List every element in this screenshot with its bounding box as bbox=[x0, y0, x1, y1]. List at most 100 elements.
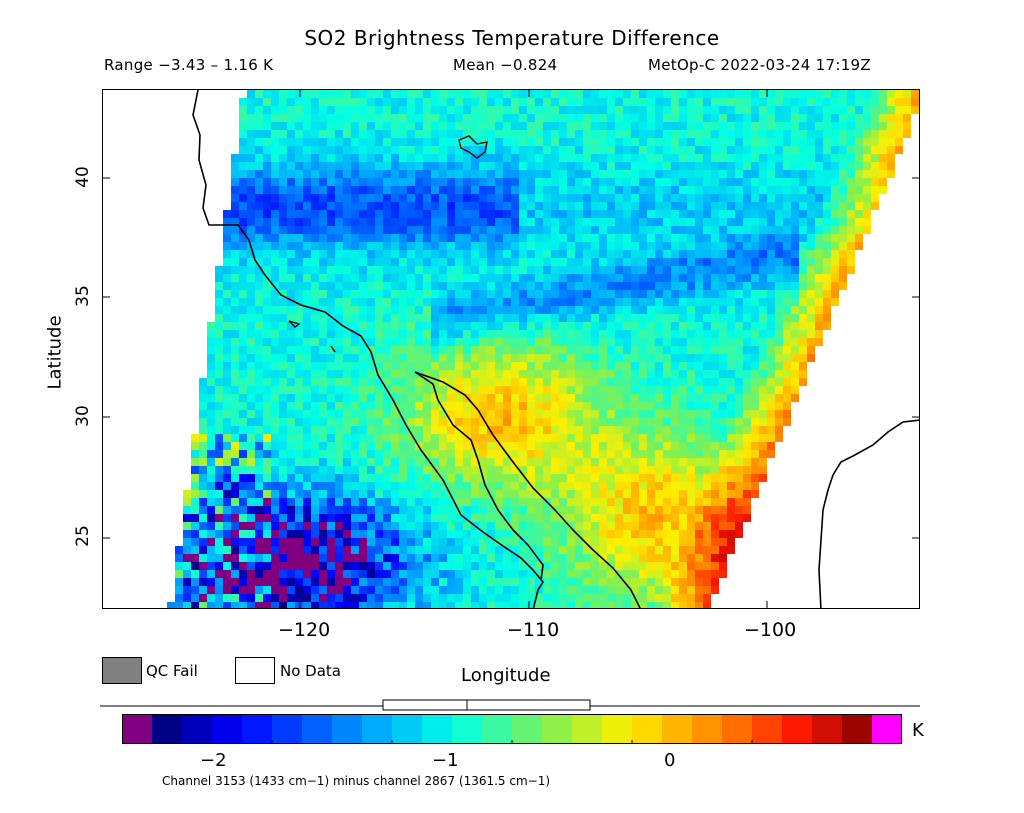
swath-pixel bbox=[775, 322, 783, 330]
swath-pixel bbox=[551, 338, 559, 346]
swath-pixel bbox=[215, 338, 223, 346]
swath-pixel bbox=[807, 202, 815, 210]
swath-pixel bbox=[471, 426, 479, 434]
swath-pixel bbox=[495, 322, 503, 330]
swath-pixel bbox=[191, 522, 199, 530]
swath-pixel bbox=[879, 146, 887, 154]
swath-pixel bbox=[559, 138, 567, 146]
swath-pixel bbox=[327, 546, 335, 554]
swath-pixel bbox=[343, 474, 351, 482]
swath-pixel bbox=[687, 178, 695, 186]
swath-pixel bbox=[767, 402, 775, 410]
swath-pixel bbox=[751, 202, 759, 210]
swath-pixel bbox=[735, 402, 743, 410]
swath-pixel bbox=[311, 410, 319, 418]
swath-pixel bbox=[711, 250, 719, 258]
swath-pixel bbox=[679, 194, 687, 202]
swath-pixel bbox=[423, 306, 431, 314]
swath-pixel bbox=[279, 538, 287, 546]
swath-pixel bbox=[711, 394, 719, 402]
swath-pixel bbox=[679, 354, 687, 362]
swath-pixel bbox=[655, 298, 663, 306]
swath-pixel bbox=[719, 90, 727, 98]
swath-pixel bbox=[679, 530, 687, 538]
swath-pixel bbox=[391, 314, 399, 322]
swath-pixel bbox=[719, 282, 727, 290]
swath-pixel bbox=[455, 338, 463, 346]
swath-pixel bbox=[375, 298, 383, 306]
swath-pixel bbox=[327, 258, 335, 266]
swath-pixel bbox=[447, 378, 455, 386]
swath-pixel bbox=[511, 106, 519, 114]
swath-pixel bbox=[871, 170, 879, 178]
swath-pixel bbox=[439, 426, 447, 434]
swath-pixel bbox=[407, 226, 415, 234]
swath-pixel bbox=[511, 378, 519, 386]
swath-pixel bbox=[271, 522, 279, 530]
swath-pixel bbox=[823, 250, 831, 258]
swath-pixel bbox=[255, 506, 263, 514]
swath-pixel bbox=[255, 194, 263, 202]
swath-pixel bbox=[431, 426, 439, 434]
swath-pixel bbox=[415, 426, 423, 434]
swath-pixel bbox=[863, 90, 871, 98]
swath-pixel bbox=[703, 122, 711, 130]
swath-pixel bbox=[439, 482, 447, 490]
swath-pixel bbox=[215, 570, 223, 578]
swath-pixel bbox=[639, 418, 647, 426]
swath-pixel bbox=[359, 322, 367, 330]
swath-pixel bbox=[335, 290, 343, 298]
swath-pixel bbox=[583, 442, 591, 450]
swath-pixel bbox=[223, 322, 231, 330]
swath-pixel bbox=[903, 98, 911, 106]
swath-pixel bbox=[703, 338, 711, 346]
swath-pixel bbox=[575, 274, 583, 282]
swath-pixel bbox=[247, 106, 255, 114]
swath-pixel bbox=[615, 130, 623, 138]
swath-pixel bbox=[255, 290, 263, 298]
swath-pixel bbox=[487, 578, 495, 586]
swath-pixel bbox=[367, 186, 375, 194]
swath-pixel bbox=[655, 482, 663, 490]
swath-pixel bbox=[263, 482, 271, 490]
swath-pixel bbox=[487, 522, 495, 530]
swath-pixel bbox=[311, 506, 319, 514]
swath-pixel bbox=[439, 586, 447, 594]
swath-pixel bbox=[775, 362, 783, 370]
swath-pixel bbox=[759, 194, 767, 202]
swath-pixel bbox=[887, 106, 895, 114]
swath-pixel bbox=[279, 522, 287, 530]
swath-pixel bbox=[623, 474, 631, 482]
swath-pixel bbox=[271, 426, 279, 434]
swath-pixel bbox=[351, 90, 359, 98]
swath-pixel bbox=[367, 378, 375, 386]
swath-pixel bbox=[407, 298, 415, 306]
swath-pixel bbox=[319, 266, 327, 274]
swath-pixel bbox=[495, 530, 503, 538]
swath-pixel bbox=[327, 194, 335, 202]
swath-pixel bbox=[703, 314, 711, 322]
swath-pixel bbox=[639, 578, 647, 586]
swath-pixel bbox=[519, 386, 527, 394]
swath-pixel bbox=[511, 410, 519, 418]
swath-pixel bbox=[335, 194, 343, 202]
swath-pixel bbox=[463, 170, 471, 178]
swath-pixel bbox=[647, 250, 655, 258]
swath-pixel bbox=[623, 450, 631, 458]
swath-pixel bbox=[383, 242, 391, 250]
swath-pixel bbox=[743, 258, 751, 266]
swath-pixel bbox=[487, 490, 495, 498]
swath-pixel bbox=[543, 234, 551, 242]
swath-pixel bbox=[687, 386, 695, 394]
swath-pixel bbox=[191, 498, 199, 506]
swath-pixel bbox=[751, 490, 759, 498]
swath-pixel bbox=[735, 522, 743, 530]
swath-pixel bbox=[319, 402, 327, 410]
swath-pixel bbox=[783, 138, 791, 146]
map-panel bbox=[102, 89, 920, 609]
swath-pixel bbox=[591, 370, 599, 378]
swath-pixel bbox=[783, 394, 791, 402]
swath-pixel bbox=[807, 314, 815, 322]
swath-pixel bbox=[351, 250, 359, 258]
swath-pixel bbox=[495, 298, 503, 306]
